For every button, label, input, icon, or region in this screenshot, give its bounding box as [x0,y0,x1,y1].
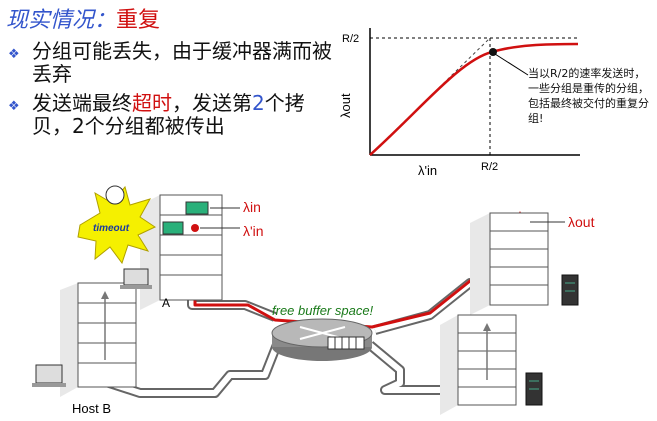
bullet-1: ❖ 分组可能丢失，由于缓冲器满而被丢弃 [8,40,338,86]
bullet-2-highlight: 超时 [132,91,172,115]
annotation-pointer [494,53,529,76]
slide-title: 现实情况：重复 [6,2,160,34]
packet-dot [191,224,199,232]
lambda-in-label: λin [243,199,261,215]
x-tick-r2: R/2 [481,161,498,173]
bullet-2-after: 个拷贝，2个分组都被传出 [32,91,305,138]
hostd-buffer [489,212,549,306]
title-prefix: 现实情况： [6,8,117,33]
x-axis-label: λ'in [418,163,437,178]
bullet-2-text: 发送端最终超时，发送第2个拷贝，2个分组都被传出 [32,92,338,138]
y-tick-r2: R/2 [342,33,359,45]
diamond-bullet-icon: ❖ [8,99,20,114]
y-axis-label: λout [340,93,353,118]
server-icon [561,274,579,306]
buffer-label: free buffer space! [272,303,374,318]
lambda-out-label: λout [568,214,595,230]
laptop-icon-a [123,268,149,286]
hostb-buffer [77,282,137,388]
laptop-icon [35,364,63,384]
timeout-label: timeout [93,223,130,234]
packet-1 [185,201,209,215]
diamond-bullet-icon: ❖ [8,47,20,62]
router-buffer [327,336,365,350]
host-b-label: Host B [72,401,111,416]
title-highlight: 重复 [116,8,161,33]
bullet-2: ❖ 发送端最终超时，发送第2个拷贝，2个分组都被传出 [8,92,338,138]
bullet-2-middle: ，发送第 [172,91,252,115]
throughput-curve [369,42,579,156]
network-diagram: free buffer space! λin λ'in A timeout Ho… [32,185,595,416]
lambda-in-prime-label: λ'in [243,223,264,239]
host-a-label: A [162,296,170,310]
bullet-2-number: 2 [252,91,265,115]
ideal-diagonal-guide [369,37,491,156]
graph-annotation: 当以R/2的速率发送时，一些分组是重传的分组，包括最终被交付的重复分组! [528,67,649,125]
bullet-1-text: 分组可能丢失，由于缓冲器满而被丢弃 [32,39,332,86]
link-hostb-router [99,335,283,396]
hostb-shadow [60,283,78,397]
packet-2 [162,221,184,235]
throughput-graph: R/2 R/2 λout λ'in [340,28,580,178]
bullet-2-before: 发送端最终 [32,91,132,115]
alarm-clock-icon [105,185,125,205]
